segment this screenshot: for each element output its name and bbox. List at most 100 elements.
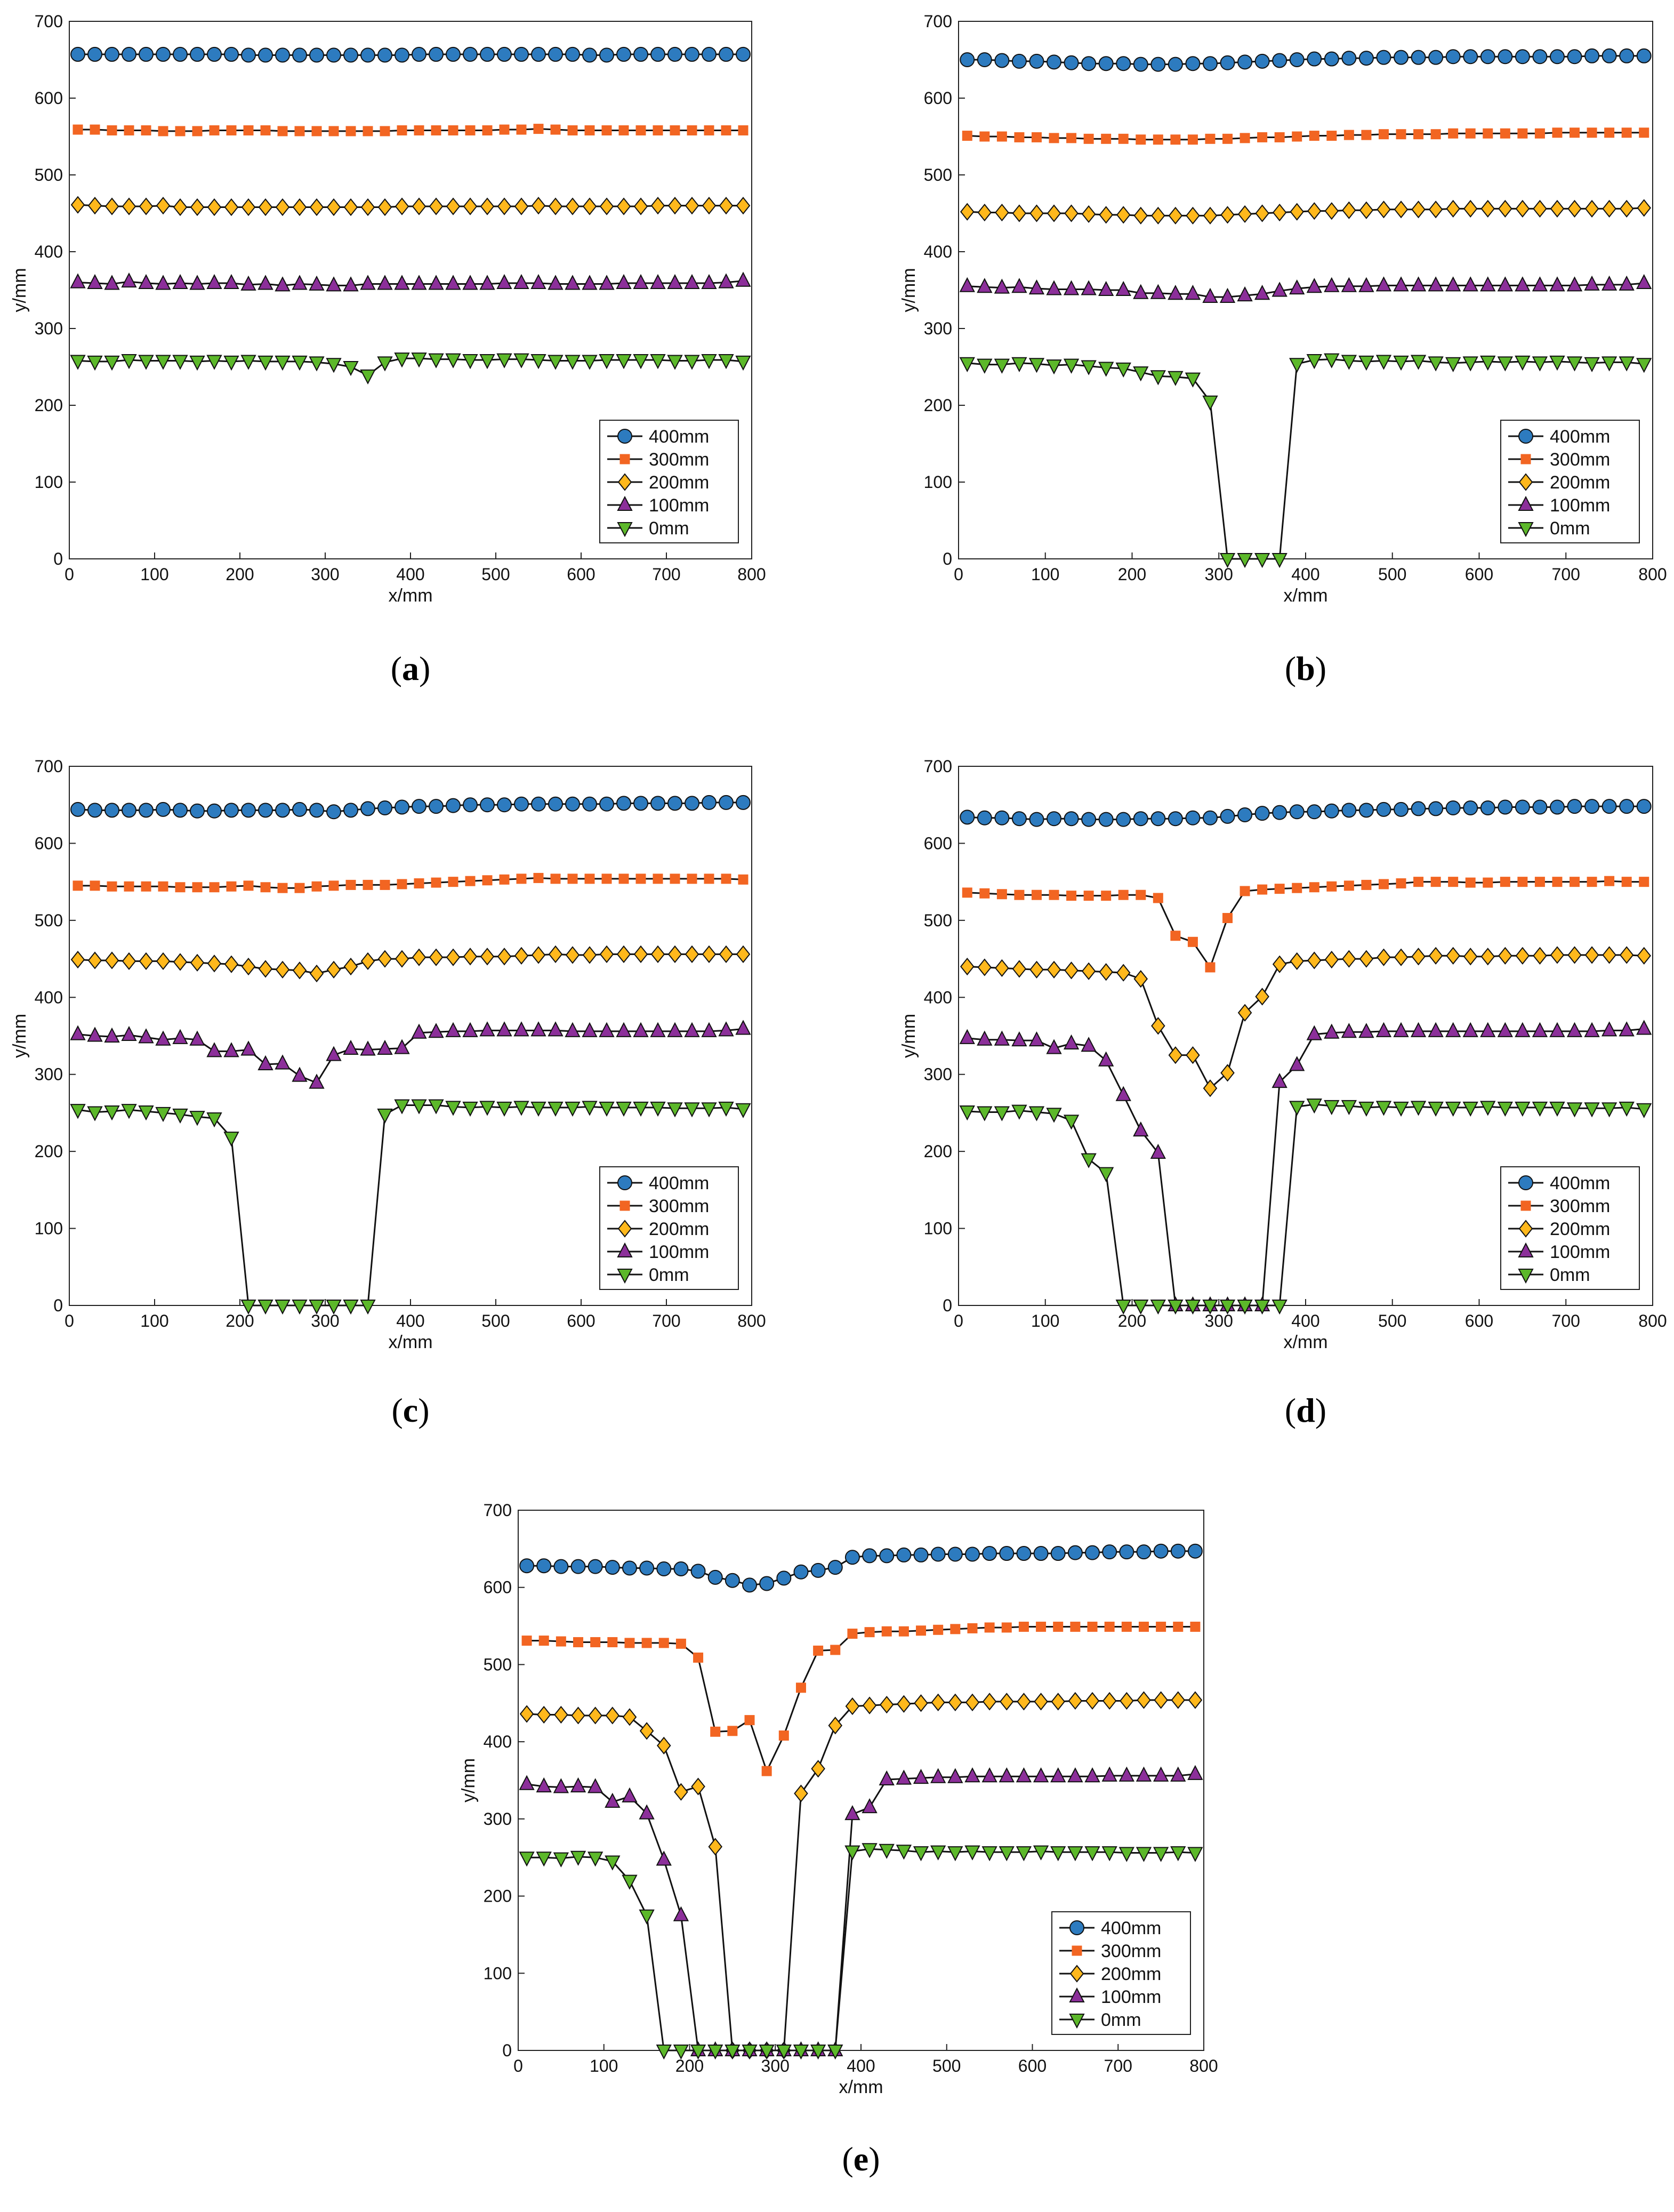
data-point [1116, 812, 1131, 827]
data-point [411, 275, 427, 290]
data-point [1067, 1846, 1083, 1862]
data-point [1532, 1101, 1548, 1117]
data-point [326, 1300, 342, 1315]
data-point [394, 1099, 410, 1115]
data-point [656, 1561, 672, 1576]
data-point [377, 47, 392, 63]
data-point [793, 1564, 809, 1580]
data-point [343, 47, 358, 63]
data-point [701, 1022, 717, 1037]
data-point [240, 1300, 256, 1315]
data-point [226, 881, 237, 892]
panel-caption: (b) [1285, 650, 1326, 687]
data-point [397, 125, 407, 135]
data-point [1203, 206, 1218, 225]
data-point [1567, 946, 1582, 964]
data-point [897, 1695, 911, 1713]
data-point [1602, 946, 1616, 964]
y-tick-label: 300 [35, 319, 63, 338]
data-point [1341, 355, 1357, 370]
data-point [1428, 1022, 1444, 1037]
data-point [275, 1300, 291, 1315]
data-point [1515, 276, 1531, 292]
data-point [1081, 280, 1097, 295]
data-point [1428, 1101, 1444, 1117]
data-point [1254, 53, 1270, 69]
legend-label: 100mm [649, 495, 709, 516]
series-0mm [70, 352, 751, 385]
y-tick-label: 400 [924, 242, 952, 261]
data-point [1001, 1622, 1012, 1633]
data-point [1604, 876, 1615, 886]
data-point [241, 957, 256, 976]
data-point [548, 1021, 564, 1037]
legend-marker [1069, 1920, 1084, 1935]
data-point [719, 945, 734, 964]
data-point [567, 125, 578, 135]
data-point [1154, 1691, 1168, 1709]
data-point [633, 796, 648, 811]
data-point [1552, 877, 1563, 887]
data-point [1587, 127, 1597, 138]
data-point [548, 355, 564, 370]
data-point [1324, 803, 1339, 819]
data-point [618, 873, 629, 884]
data-point [1462, 276, 1478, 292]
data-point [156, 46, 171, 62]
data-point [735, 271, 751, 287]
data-point [480, 197, 495, 215]
data-point [1083, 891, 1094, 901]
data-point [947, 1768, 963, 1783]
data-point [977, 958, 992, 976]
data-point [1118, 1847, 1134, 1862]
data-point [1085, 1692, 1100, 1710]
series-line [527, 1848, 1195, 2051]
data-point [394, 1039, 410, 1054]
data-point [1066, 133, 1077, 143]
data-point [1185, 1300, 1201, 1315]
data-point [650, 1022, 666, 1037]
data-point [1621, 127, 1632, 138]
data-point [950, 1624, 961, 1634]
data-point [1222, 913, 1233, 924]
data-point [1029, 960, 1044, 979]
data-point [1601, 275, 1617, 291]
data-point [650, 354, 666, 370]
legend-label: 400mm [1550, 427, 1610, 447]
data-point [1136, 889, 1146, 900]
data-point [702, 945, 717, 964]
data-point [1550, 199, 1565, 218]
data-point [1050, 1767, 1066, 1783]
data-point [462, 1022, 478, 1037]
data-point [673, 1906, 689, 1921]
data-point [462, 275, 478, 290]
data-point [719, 196, 734, 215]
series-line [967, 282, 1644, 298]
data-point [397, 879, 407, 889]
y-tick-label: 0 [53, 549, 63, 568]
data-point [70, 355, 86, 370]
data-point [635, 873, 646, 884]
data-point [87, 196, 102, 215]
data-point [736, 196, 751, 215]
data-point [70, 802, 85, 817]
y-tick-label: 0 [943, 549, 952, 568]
data-point [1534, 128, 1545, 139]
data-point [1237, 1004, 1252, 1022]
data-point [1358, 803, 1374, 818]
legend-marker [617, 473, 632, 491]
data-point [650, 945, 665, 964]
data-point [701, 1102, 717, 1118]
legend: 400mm 300mm 200mm 100mm 0mm [599, 1166, 739, 1290]
data-point [1463, 49, 1478, 65]
data-point [538, 1636, 549, 1646]
data-point [1498, 799, 1513, 815]
data-point [1219, 553, 1236, 568]
panel-caption: (e) [842, 2140, 880, 2178]
data-point [1133, 206, 1148, 225]
data-point [685, 796, 699, 811]
y-tick-label: 400 [35, 988, 63, 1007]
data-point [1254, 806, 1270, 821]
data-point [530, 1021, 546, 1037]
data-point [1011, 1104, 1027, 1120]
